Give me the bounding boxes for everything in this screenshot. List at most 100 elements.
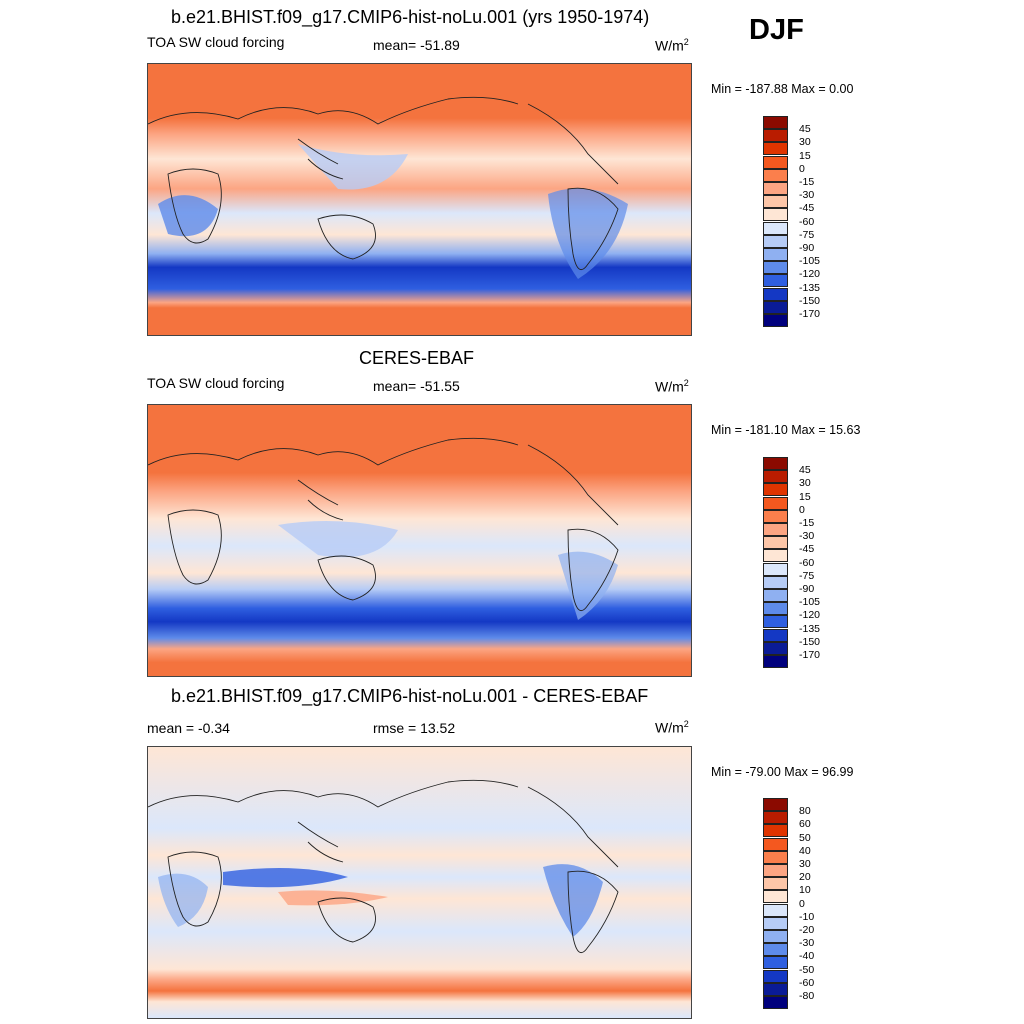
colorbar-swatch xyxy=(763,168,788,182)
colorbar-swatch xyxy=(763,864,788,877)
colorbar-label: 60 xyxy=(799,818,811,831)
colorbar-swatch xyxy=(763,208,788,222)
colorbar-swatch xyxy=(763,470,788,484)
colorbar-label: 30 xyxy=(799,136,811,149)
colorbar-swatch xyxy=(763,903,788,917)
colorbar-label: -80 xyxy=(799,990,815,1002)
colorbar-swatch xyxy=(763,916,788,930)
colorbar-label: 0 xyxy=(799,162,805,175)
panel-2-map xyxy=(147,404,692,677)
panel-2-minmax: Min = -181.10 Max = 15.63 xyxy=(711,423,861,437)
colorbar-label: 15 xyxy=(799,490,811,503)
colorbar-label: 45 xyxy=(799,464,811,477)
colorbar-swatch xyxy=(763,850,788,864)
colorbar-label: 20 xyxy=(799,871,811,884)
colorbar-label: -45 xyxy=(799,543,815,556)
season-label: DJF xyxy=(749,14,804,46)
panel-2-mean-label: mean= -51.55 xyxy=(373,378,460,394)
colorbar-label: -90 xyxy=(799,583,815,595)
colorbar-swatch xyxy=(763,615,788,629)
colorbar-label: -30 xyxy=(799,530,815,543)
colorbar-label: 15 xyxy=(799,149,811,162)
colorbar-swatch xyxy=(763,837,788,851)
panel-3-africa-low xyxy=(158,873,208,927)
panel-2-units-label: W/m2 xyxy=(655,378,689,395)
colorbar-swatch xyxy=(763,811,788,825)
panel-2-title: CERES-EBAF xyxy=(359,348,475,368)
colorbar-swatch xyxy=(763,890,788,904)
colorbar-label: -170 xyxy=(799,308,821,320)
colorbar-label: -50 xyxy=(799,963,815,976)
colorbar-swatch xyxy=(763,969,788,983)
colorbar-swatch xyxy=(763,996,788,1009)
colorbar-swatch xyxy=(763,496,788,510)
colorbar-label: 10 xyxy=(799,884,811,897)
panel-2-coastlines xyxy=(148,437,619,612)
panel-2-variable-label: TOA SW cloud forcing xyxy=(147,375,285,391)
colorbar-label: 30 xyxy=(799,477,811,490)
panel-3-south-america-low xyxy=(543,864,603,937)
colorbar-label: -105 xyxy=(799,596,821,609)
colorbar-swatch xyxy=(763,155,788,169)
colorbar-swatch xyxy=(763,129,788,143)
colorbar-label: 0 xyxy=(799,897,805,910)
colorbar-swatch xyxy=(763,221,788,235)
colorbar-swatch xyxy=(763,483,788,497)
panel-3-indian-ocean-low xyxy=(223,868,348,888)
colorbar-label: -10 xyxy=(799,910,815,923)
colorbar-label: -105 xyxy=(799,255,821,268)
panel-1-variable-label: TOA SW cloud forcing xyxy=(147,34,285,50)
colorbar-swatch xyxy=(763,182,788,195)
colorbar-swatch xyxy=(763,549,788,563)
colorbar-swatch xyxy=(763,234,788,248)
colorbar-swatch xyxy=(763,956,788,970)
panel-3-coastlines xyxy=(148,779,619,954)
colorbar-label: -120 xyxy=(799,609,821,622)
panel-1-warm-pool xyxy=(298,144,408,190)
panel-2-field xyxy=(148,405,691,676)
colorbar-label: 0 xyxy=(799,503,805,516)
colorbar-label: -60 xyxy=(799,976,815,989)
panel-3-map xyxy=(147,746,692,1019)
colorbar-swatch xyxy=(763,261,788,275)
colorbar-swatch xyxy=(763,575,788,589)
panel-1-coastlines xyxy=(148,96,619,271)
colorbar-label: -150 xyxy=(799,294,821,307)
colorbar-label: 80 xyxy=(799,805,811,818)
colorbar-swatch xyxy=(763,930,788,943)
colorbar-swatch xyxy=(763,655,788,668)
colorbar-label: -30 xyxy=(799,189,815,202)
colorbar-swatch xyxy=(763,602,788,616)
colorbar-swatch xyxy=(763,628,788,642)
colorbar-swatch xyxy=(763,536,788,550)
colorbar-label: 30 xyxy=(799,858,811,870)
colorbar-label: -135 xyxy=(799,622,821,635)
colorbar-label: 50 xyxy=(799,831,811,844)
colorbar-swatch xyxy=(763,457,788,470)
colorbar-label: -15 xyxy=(799,517,815,529)
panel-1-map xyxy=(147,63,692,336)
colorbar-label: -15 xyxy=(799,176,815,188)
colorbar-swatch xyxy=(763,300,788,314)
panel-2-map-svg xyxy=(148,405,691,676)
colorbar-label: -90 xyxy=(799,242,815,254)
colorbar-label: 45 xyxy=(799,123,811,136)
colorbar-label: -40 xyxy=(799,950,815,963)
colorbar-swatch xyxy=(763,877,788,891)
colorbar-label: -120 xyxy=(799,268,821,281)
colorbar-swatch xyxy=(763,982,788,996)
panel-3-mean-label: mean = -0.34 xyxy=(147,720,230,736)
colorbar-swatch xyxy=(763,824,788,838)
panel-1-units-label: W/m2 xyxy=(655,37,689,54)
panel-1-mean-label: mean= -51.89 xyxy=(373,37,460,53)
panel-3-title: b.e21.BHIST.f09_g17.CMIP6-hist-noLu.001 … xyxy=(171,686,649,706)
colorbar-label: -150 xyxy=(799,635,821,648)
panel-3-colorbar: 80 60 50 40 30 20 10 0 -10 -20 -30 -40 -50 -60 -80 xyxy=(763,798,814,1009)
colorbar-swatch xyxy=(763,195,788,209)
colorbar-swatch xyxy=(763,509,788,523)
colorbar-swatch xyxy=(763,248,788,261)
colorbar-swatch xyxy=(763,274,788,288)
colorbar-swatch xyxy=(763,314,788,327)
colorbar-swatch xyxy=(763,523,788,536)
colorbar-label: -170 xyxy=(799,649,821,661)
